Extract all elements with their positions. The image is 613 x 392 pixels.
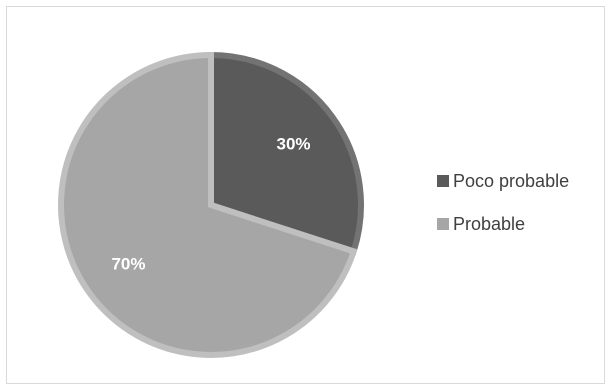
legend-label-1: Poco probable xyxy=(453,171,569,191)
pie-slice-2 xyxy=(58,51,358,358)
legend-label-2: Probable xyxy=(453,214,525,234)
legend-swatch-2 xyxy=(437,218,449,230)
legend: Poco probable Probable xyxy=(437,171,569,234)
pie-slices xyxy=(58,51,364,358)
legend-swatch-1 xyxy=(437,175,449,187)
pie-data-label-2: 70% xyxy=(111,254,145,273)
pie-data-label-1: 30% xyxy=(277,135,311,154)
pie-data-labels: 30% 70% xyxy=(111,135,310,274)
pie-slice-1 xyxy=(208,51,364,256)
